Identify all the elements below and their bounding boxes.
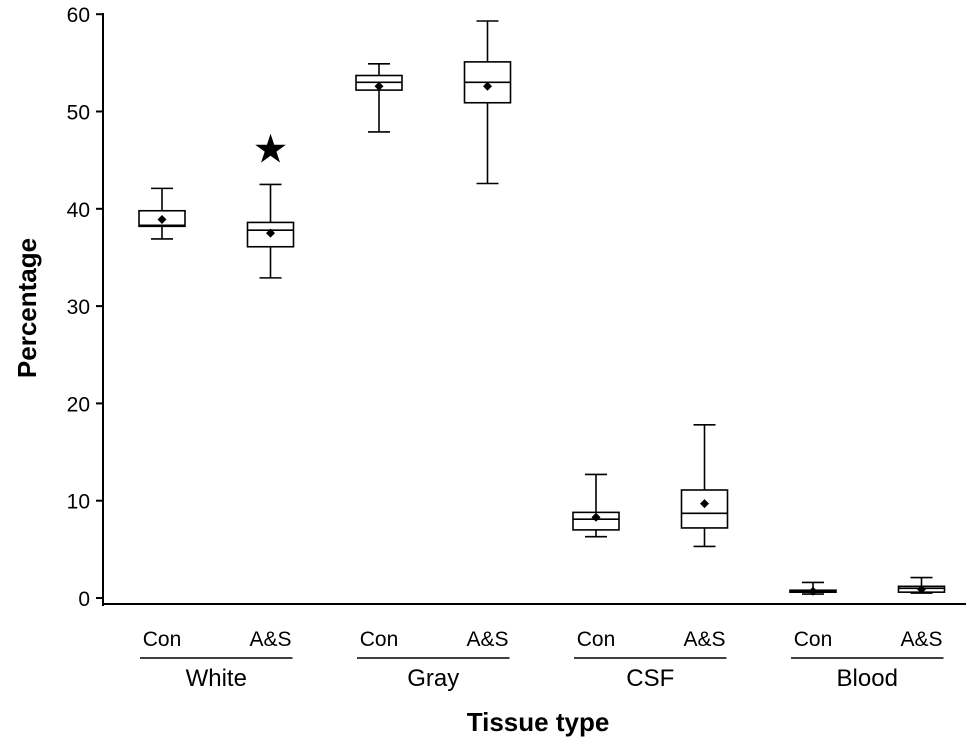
- significance-star: ★: [253, 127, 289, 171]
- category-label: Con: [360, 628, 399, 651]
- mean-marker: [266, 228, 275, 238]
- plot-area: ★: [138, 20, 946, 596]
- box-csf-con: [572, 473, 620, 538]
- category-label: A&S: [683, 628, 725, 651]
- mean-marker: [483, 81, 492, 91]
- y-tick-label: 60: [67, 4, 90, 27]
- box-csf-as: [680, 424, 729, 548]
- group-label: Gray: [407, 665, 459, 692]
- mean-marker: [700, 499, 709, 509]
- box-white-as: [246, 183, 295, 279]
- box-iqr: [680, 489, 729, 529]
- box-gray-as: [463, 20, 512, 185]
- y-tick-label: 0: [78, 588, 90, 611]
- y-tick-label: 30: [67, 296, 90, 319]
- category-label: Con: [577, 628, 616, 651]
- category-label: Con: [143, 628, 182, 651]
- mean-marker: [157, 215, 167, 225]
- x-axis-title: Tissue type: [467, 707, 610, 737]
- group-label: Blood: [837, 665, 898, 692]
- category-label: A&S: [466, 628, 508, 651]
- mean-marker: [374, 81, 384, 91]
- y-tick-label: 10: [67, 491, 90, 514]
- category-label: A&S: [249, 628, 291, 651]
- mean-marker: [591, 512, 601, 522]
- y-axis-title: Percentage: [12, 238, 42, 378]
- box-blood-as: [897, 576, 946, 594]
- y-tick-label: 20: [67, 393, 90, 416]
- mean-marker: [808, 586, 818, 596]
- y-axis-ticks: 0 10 20 30 40 50 60: [67, 4, 103, 611]
- mean-marker: [917, 584, 926, 594]
- category-label: Con: [794, 628, 833, 651]
- category-label: A&S: [900, 628, 942, 651]
- y-tick-label: 50: [67, 102, 90, 125]
- box-blood-con: [789, 581, 837, 596]
- box-gray-con: [355, 63, 403, 133]
- group-label: CSF: [626, 665, 674, 692]
- box-white-con: [138, 187, 186, 240]
- y-tick-label: 40: [67, 199, 90, 222]
- group-label: White: [186, 665, 247, 692]
